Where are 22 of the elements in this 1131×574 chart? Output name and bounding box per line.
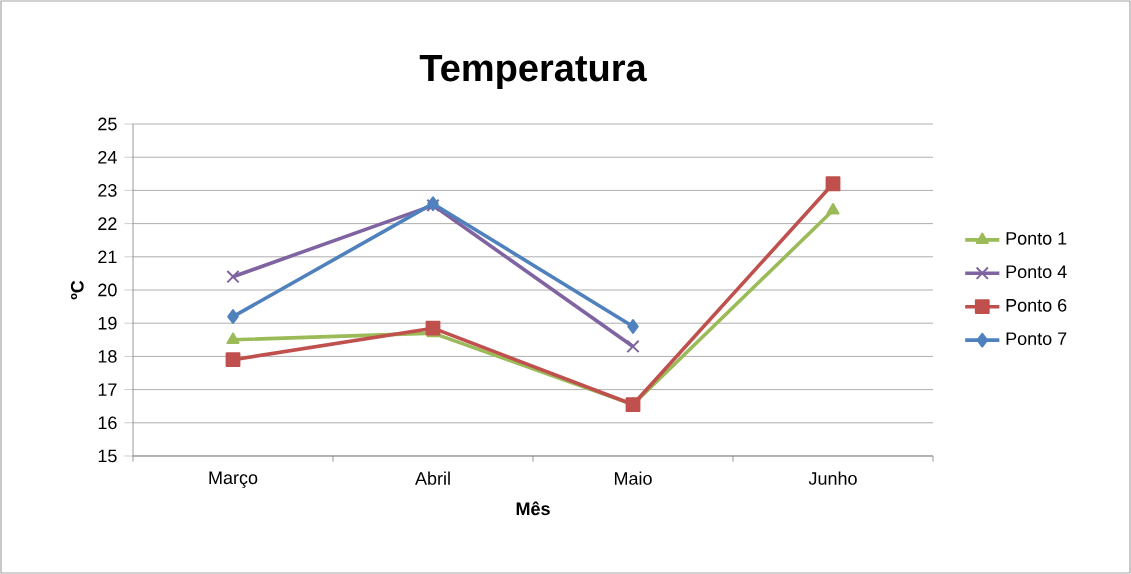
x-tick-label: Maio (614, 471, 652, 485)
y-tick-label: 19 (98, 316, 117, 330)
legend-label: Ponto 7 (1006, 332, 1067, 346)
y-tick-label: 20 (98, 283, 117, 297)
x-tick-label: Abril (415, 471, 450, 485)
y-axis-title: ºC (70, 280, 84, 300)
y-tick-label: 21 (98, 250, 117, 264)
legend-label: Ponto 6 (1006, 298, 1067, 312)
legend-label: Ponto 1 (1006, 232, 1067, 245)
y-tick-label: 24 (98, 150, 117, 164)
y-tick-label: 18 (98, 350, 117, 363)
y-tick-label: 16 (98, 416, 117, 430)
x-tick-label: Março (209, 471, 258, 488)
y-tick-label: 25 (98, 117, 117, 131)
x-axis-title: Mês (516, 501, 550, 516)
x-tick-label: Junho (808, 471, 857, 485)
y-tick-label: 17 (98, 383, 117, 396)
y-tick-label: 15 (98, 449, 117, 463)
legend-label: Ponto 4 (1006, 265, 1067, 279)
chart-title: Temperatura (419, 54, 647, 89)
y-tick-label: 23 (98, 184, 117, 197)
y-tick-label: 22 (98, 217, 117, 230)
